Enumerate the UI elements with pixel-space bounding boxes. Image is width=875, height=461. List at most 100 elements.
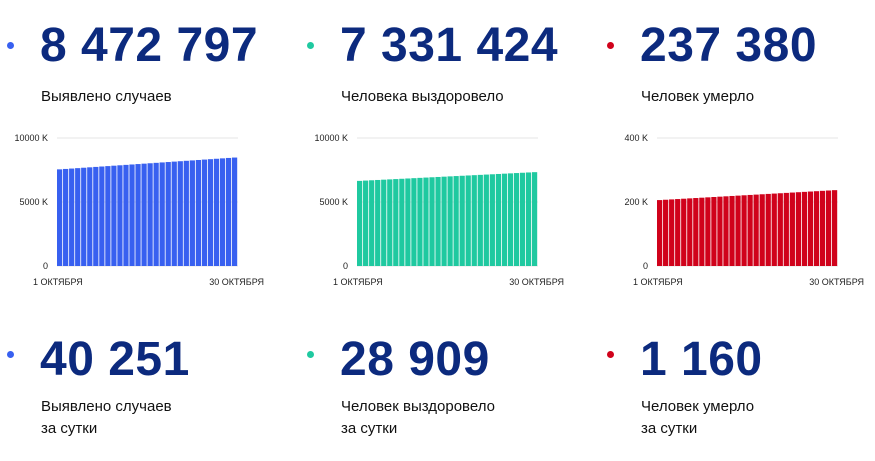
daily-cases-label-line1: Выявлено случаев	[41, 398, 172, 415]
bar	[141, 163, 147, 266]
bar	[153, 162, 159, 266]
bar	[723, 196, 729, 266]
bar	[465, 175, 471, 266]
bar	[771, 193, 777, 266]
total-deaths-panel: 237 380 Человек умерло 400 K 200 K 0 1 ОКТЯ…	[600, 0, 875, 300]
bar	[201, 159, 208, 266]
daily-deaths-label-line2: за сутки	[641, 420, 698, 437]
bar	[135, 164, 141, 266]
bar	[699, 197, 705, 266]
bar	[495, 173, 501, 266]
daily-deaths-label-line1: Человек умерло	[641, 398, 755, 415]
y-tick-label: 0	[643, 261, 648, 271]
bar	[471, 175, 477, 266]
bar	[669, 199, 675, 266]
bar	[159, 162, 165, 266]
bar	[687, 198, 693, 266]
x-tick-label-start: 1 ОКТЯБРЯ	[633, 277, 683, 287]
bar	[681, 198, 687, 266]
bar	[219, 158, 226, 266]
bar	[183, 160, 189, 266]
total-cases-panel: 8 472 797 Выявлено случаев 10000 K 5000 K…	[0, 0, 275, 300]
daily-recovered-number: 28 909	[340, 333, 490, 386]
bar	[195, 159, 201, 266]
x-tick-label-start: 1 ОКТЯБРЯ	[33, 277, 83, 287]
bar	[369, 180, 375, 266]
bar	[513, 173, 520, 266]
bar	[147, 163, 153, 266]
bar	[81, 167, 87, 266]
daily-recovered-panel: 28 909 Человек выздоровело за сутки	[300, 320, 575, 460]
bar	[489, 174, 495, 266]
bar	[387, 179, 393, 266]
bar	[477, 174, 483, 266]
total-deaths-label: Человек умерло	[641, 88, 755, 105]
bar	[63, 168, 69, 266]
bar	[825, 190, 832, 266]
daily-deaths-number: 1 160	[640, 333, 763, 386]
bar	[717, 196, 723, 266]
daily-cases-dot-icon	[7, 351, 14, 358]
bar	[213, 158, 220, 266]
bar	[663, 199, 669, 266]
bar	[225, 157, 232, 266]
bar	[171, 161, 177, 266]
bar	[819, 190, 826, 266]
daily-cases-number: 40 251	[40, 333, 190, 386]
bar	[117, 165, 123, 266]
bar	[447, 176, 453, 266]
bar	[105, 166, 111, 266]
bar	[765, 193, 771, 266]
bar	[705, 197, 711, 266]
y-tick-label: 400 K	[624, 133, 648, 143]
bar	[753, 194, 759, 266]
bar	[783, 192, 789, 266]
y-tick-label: 10000 K	[14, 133, 48, 143]
bar	[459, 175, 465, 266]
y-tick-label: 10000 K	[314, 133, 348, 143]
bar	[93, 166, 99, 266]
x-tick-label-start: 1 ОКТЯБРЯ	[333, 277, 383, 287]
bar	[189, 160, 195, 266]
bar	[711, 197, 717, 266]
bar	[69, 168, 75, 266]
bar	[435, 176, 441, 266]
total-deaths-number: 237 380	[640, 19, 818, 72]
bar	[795, 192, 801, 266]
bar	[357, 180, 363, 266]
x-tick-label-end: 30 ОКТЯБРЯ	[509, 277, 564, 287]
recovered-dot-icon	[307, 42, 314, 49]
y-tick-label: 0	[43, 261, 48, 271]
bar	[759, 194, 765, 266]
bar	[423, 177, 429, 266]
bar	[741, 195, 747, 266]
daily-cases-panel: 40 251 Выявлено случаев за сутки	[0, 320, 275, 460]
bar	[531, 172, 538, 266]
bar	[123, 164, 129, 266]
total-recovered-number: 7 331 424	[340, 19, 559, 72]
bar	[675, 199, 681, 266]
y-tick-label: 5000 K	[19, 197, 48, 207]
bar	[813, 191, 820, 266]
bar	[57, 169, 63, 266]
daily-deaths-dot-icon	[607, 351, 614, 358]
deaths-dot-icon	[607, 42, 614, 49]
bar	[735, 195, 741, 266]
total-recovered-panel: 7 331 424 Человека выздоровело 10000 K 50…	[300, 0, 575, 300]
daily-recovered-label: Человек выздоровело за сутки	[341, 396, 495, 440]
bar	[507, 173, 514, 266]
bar	[75, 168, 81, 266]
cases-chart: 10000 K 5000 K 0 1 ОКТЯБРЯ 30 ОКТЯБРЯ	[14, 133, 264, 287]
bar	[441, 176, 447, 266]
bar	[99, 166, 105, 266]
bar	[207, 159, 214, 266]
bar	[789, 192, 795, 266]
bar	[693, 198, 699, 266]
bar	[411, 178, 417, 266]
bar	[525, 172, 532, 266]
bar	[747, 194, 753, 266]
recovered-chart: 10000 K 5000 K 0 1 ОКТЯБРЯ 30 ОКТЯБРЯ	[314, 133, 564, 287]
bar	[501, 173, 508, 266]
bar	[129, 164, 135, 266]
daily-cases-label: Выявлено случаев за сутки	[41, 396, 172, 440]
